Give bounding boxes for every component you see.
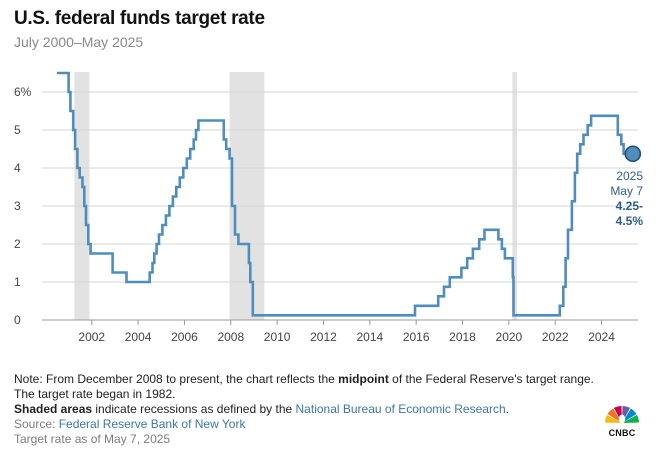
y-tick-label-2: 2 [14,237,21,251]
logo-feather-6 [622,414,639,423]
x-tick-label-2020: 2020 [496,330,523,344]
y-tick-label-0: 0 [14,313,21,327]
recession-shade-2 [229,72,265,320]
y-tick-label-4: 4 [14,161,21,175]
x-tick-label-2014: 2014 [356,330,383,344]
x-tick-label-2002: 2002 [78,330,105,344]
gridlines-group [42,91,638,321]
recession-shading-group [74,72,517,320]
annotation-year: 2025 [616,169,643,183]
chart-subtitle: July 2000–May 2025 [14,34,144,50]
x-axis-labels: 2002 2004 2006 2008 2010 2012 2014 2016 2018 2020… [78,320,615,344]
annotation-value-line1: 4.25- [616,199,643,213]
y-tick-label-3: 3 [14,199,21,213]
x-tick-label-2010: 2010 [264,330,291,344]
chart-notes: Note: From December 2008 to present, the… [14,372,594,447]
recession-shade-3 [512,72,517,320]
x-tick-label-2008: 2008 [217,330,244,344]
logo-feather-5 [622,408,637,423]
rate-chart: 0 1 2 3 4 5 6% 2002 2004 2006 2008 2010 2012 2014 201… [14,71,644,344]
annotation-value-line2: 4.5% [616,214,644,228]
as-of-line: Target rate as of May 7, 2025 [14,432,171,446]
y-tick-label-6: 6% [14,85,32,99]
shaded-areas-note: Shaded areas indicate recessions as defi… [14,402,509,416]
nber-link[interactable]: National Bureau of Economic Research [295,402,506,416]
logo-feather-1 [605,414,622,423]
x-tick-label-2004: 2004 [125,330,152,344]
x-tick-label-2022: 2022 [542,330,569,344]
current-rate-marker [624,145,642,163]
source-line: Source: Federal Reserve Bank of New York [14,417,246,431]
y-axis-labels: 0 1 2 3 4 5 6% [14,85,32,327]
cnbc-peacock-logo-icon [605,406,639,424]
recession-shade-1 [74,72,90,320]
source-link[interactable]: Federal Reserve Bank of New York [58,417,246,431]
x-tick-label-2024: 2024 [588,330,615,344]
chart-title: U.S. federal funds target rate [14,8,265,29]
cnbc-logo-text: CNBC [608,428,636,438]
note-text: Note: From December 2008 to present, the… [14,372,594,401]
logo-feather-2 [607,408,622,423]
y-tick-label-1: 1 [14,275,21,289]
logo-peacock-body [618,414,626,424]
x-tick-label-2016: 2016 [403,330,430,344]
x-tick-label-2018: 2018 [449,330,476,344]
y-tick-label-5: 5 [14,123,21,137]
rate-series-line [57,71,633,317]
x-tick-label-2006: 2006 [171,330,198,344]
series-group [57,71,633,317]
annotation-date: May 7 [610,184,643,198]
x-tick-label-2012: 2012 [310,330,337,344]
